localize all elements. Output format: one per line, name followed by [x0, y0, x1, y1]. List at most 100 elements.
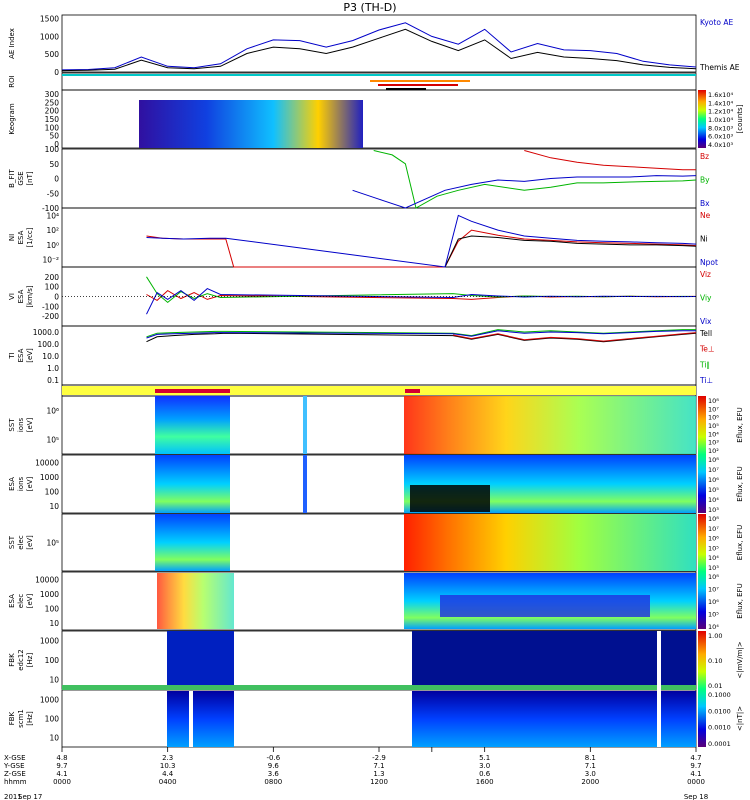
sst-elec-image-1	[155, 514, 230, 571]
ylabel-vi-1: ESA	[17, 289, 25, 303]
cbar-label-esa_i: Eflux, EFU	[736, 466, 744, 501]
ytick-esa_i-0: 10000	[35, 458, 59, 467]
ytick-ti-0: 1000.0	[33, 328, 59, 337]
ylabel-esa_e-0: ESA	[8, 594, 16, 608]
ytick-vi-0: 200	[45, 273, 60, 282]
xrow-3-6: 2000	[581, 778, 599, 786]
cbar-label-sst_i: Eflux, EFU	[736, 407, 744, 442]
cbar-tick-esa_i-0: 10⁸	[708, 456, 719, 464]
ylabel-sst_e: SST elec [eV]	[8, 535, 34, 550]
fbk-e-band	[62, 685, 696, 690]
ylabel-esa_i: ESA ions [eV]	[8, 476, 34, 491]
ylabel-fbk_b-2: [Hz]	[26, 711, 34, 726]
ylabel-vi-0: VI	[8, 293, 16, 300]
ylabel-esa_i-1: ions	[17, 476, 25, 491]
cbar-label-keogram: [counts]	[736, 104, 744, 133]
cbar-tick-esa_i-1: 10⁷	[708, 466, 719, 474]
legend-bfit-2: Bx	[700, 199, 710, 208]
ylabel-sst_e-0: SST	[8, 535, 16, 549]
ytick-vi-1: 100	[45, 283, 60, 292]
ions-colorbar	[698, 396, 706, 513]
series-ni-2	[146, 214, 697, 268]
cbar-tick-esa_e-0: 10⁸	[708, 573, 719, 581]
mode-bar-burst2	[405, 389, 420, 393]
xrow-0-0: 4.8	[56, 754, 67, 762]
ytick-keogram-6: 0	[54, 140, 59, 149]
legend-bfit-1: By	[700, 176, 710, 185]
xrow-0-5: 5.1	[479, 754, 490, 762]
cbar-label-sst_e: Eflux, EFU	[736, 525, 744, 560]
ylabel-roi-0: ROI	[8, 75, 16, 87]
cbar-tick-esa_e-1: 10⁷	[708, 586, 719, 594]
fbk-b-image-2	[412, 691, 696, 747]
cbar-label-fbk_b: <|nT|>	[736, 706, 744, 731]
ytick-sst_e-0: 10⁵	[46, 539, 59, 548]
mode-bar	[62, 386, 696, 395]
ylabel-roi: ROI	[8, 75, 16, 87]
ytick-keogram-2: 200	[45, 107, 60, 116]
fbk-b-gap-1	[189, 691, 193, 747]
legend-ti-0: Tell	[699, 329, 712, 338]
ytick-esa_i-1: 1000	[40, 473, 59, 482]
ylabel-fbk_b: FBK scm1 [Hz]	[8, 709, 34, 728]
ytick-bfit-0: 100	[45, 145, 60, 154]
ylabel-fbk_e-0: FBK	[8, 653, 16, 667]
series-bfit-0	[524, 150, 696, 171]
ylabel-fbk_e: FBK edc12 [Hz]	[8, 649, 34, 671]
legend-vi-1: Viy	[700, 294, 712, 303]
ylabel-fbk_e-1: edc12	[17, 649, 25, 671]
xrow-1-5: 3.0	[479, 762, 490, 770]
ylabel-sst_i-1: ions	[17, 417, 25, 432]
ytick-bfit-1: 50	[49, 160, 59, 169]
ytick-keogram-3: 150	[45, 115, 60, 124]
ylabel-ni: NI ESA [1/cc]	[8, 227, 34, 247]
cbar-tick-sst_i-5: 10³	[708, 439, 719, 447]
cbar-tick-keogram-2: 1.2x10⁴	[708, 108, 733, 116]
roi-bar-black	[386, 88, 426, 90]
cbar-tick-keogram-5: 6.0x10³	[708, 133, 733, 141]
fbk-e-image-1	[167, 631, 234, 687]
cbar-tick-sst_e-3: 10⁵	[708, 544, 719, 552]
ytick-fbk_b-0: 1000	[40, 696, 59, 705]
ytick-esa_e-1: 1000	[40, 590, 59, 599]
ylabel-vi: VI ESA [km/s]	[8, 285, 34, 308]
esa-ions-image-2	[303, 455, 307, 513]
xrow-2-2: 3.6	[268, 770, 280, 778]
frame-keogram	[61, 89, 697, 149]
ylabel-fbk_b-1: scm1	[17, 709, 25, 728]
fbk-b-image-1	[167, 691, 234, 747]
ylabel-ti: TI ESA [eV]	[8, 348, 34, 363]
roi-band	[62, 74, 696, 76]
x-end-date: Sep 18	[684, 793, 708, 800]
sst-ions-image-2	[303, 396, 307, 454]
ylabel-sst_e-1: elec	[17, 535, 25, 550]
series-ae-0	[61, 22, 697, 71]
cbar-tick-keogram-6: 4.0x10³	[708, 141, 733, 149]
roi-bar-orange	[370, 80, 470, 82]
series-vi-0	[146, 289, 697, 302]
ylabel-ni-2: [1/cc]	[26, 227, 34, 247]
ylabel-esa_i-0: ESA	[8, 477, 16, 491]
roi-bar-red	[378, 84, 458, 86]
ylabel-bfit: B_FIT GSE [nT]	[8, 168, 34, 187]
xrow-1-6: 7.1	[585, 762, 596, 770]
ytick-esa_e-2: 100	[45, 604, 60, 613]
ytick-esa_i-2: 100	[45, 487, 60, 496]
legend-vi-2: Vix	[700, 317, 712, 326]
cbar-tick-fbk_e-0: 1.00	[708, 632, 722, 640]
cbar-tick-esa_e-2: 10⁶	[708, 598, 719, 606]
ytick-ae-2: 500	[45, 50, 60, 59]
ylabel-ae-0: AE Index	[8, 28, 16, 59]
xrow-1-0: 9.7	[56, 762, 67, 770]
xrow-2-6: 3.0	[585, 770, 596, 778]
ytick-keogram-5: 50	[49, 132, 59, 141]
ytick-vi-2: 0	[54, 293, 59, 302]
cbar-tick-sst_e-2: 10⁶	[708, 535, 719, 543]
frame-ae	[61, 14, 697, 73]
ytick-vi-3: -100	[42, 302, 59, 311]
legend-ni-0: Ne	[700, 211, 711, 220]
xrow-1-7: 9.7	[690, 762, 701, 770]
ylabel-esa_e: ESA elec [eV]	[8, 593, 34, 608]
cbar-tick-fbk_b-1: 0.0100	[708, 707, 731, 715]
